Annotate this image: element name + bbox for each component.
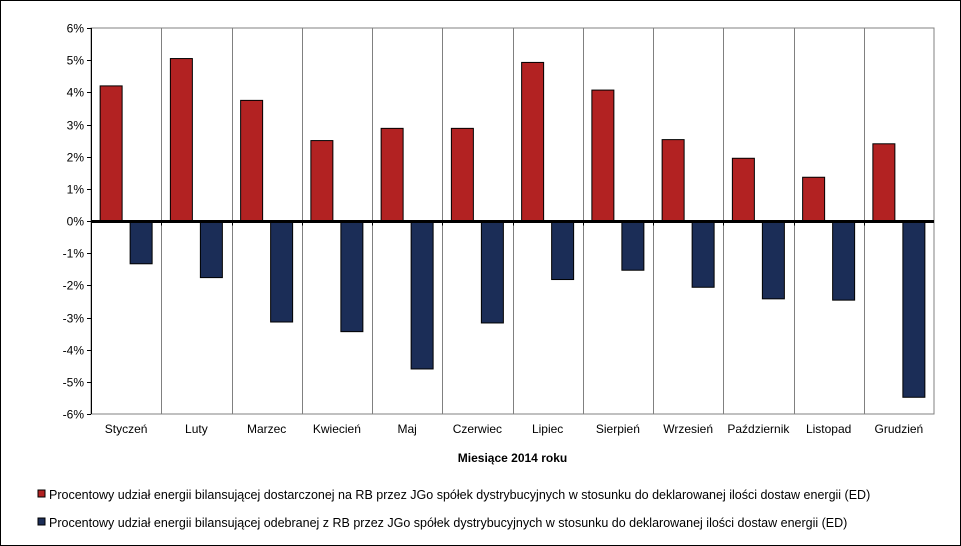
legend-label-1: Procentowy udział energii bilansującej d… <box>49 488 870 502</box>
bar-delivered-11 <box>802 176 826 222</box>
y-tick-label: -6% <box>63 408 85 422</box>
bar-delivered-10 <box>731 157 755 222</box>
x-axis-title: Miesiące 2014 roku <box>458 451 567 465</box>
bar-received-10 <box>761 220 785 300</box>
x-category-label: Maj <box>397 422 416 436</box>
bar-received-1 <box>129 220 153 265</box>
y-tick-label: -4% <box>63 344 85 358</box>
x-category-label: Czerwiec <box>453 422 502 436</box>
bar-delivered-6 <box>450 127 474 222</box>
bar-received-9 <box>691 220 715 288</box>
y-tick-label: -3% <box>63 312 85 326</box>
x-category-label: Listopad <box>806 422 851 436</box>
bar-received-3 <box>270 220 294 323</box>
bar-received-8 <box>621 220 645 271</box>
bar-delivered-4 <box>310 140 334 222</box>
bar-delivered-5 <box>380 127 404 222</box>
y-tick-label: 6% <box>67 22 85 36</box>
y-tick-label: 5% <box>67 54 85 68</box>
legend: Procentowy udział energii bilansującej d… <box>37 488 870 530</box>
y-tick-label: -1% <box>63 247 85 261</box>
y-tick-label: 1% <box>67 183 85 197</box>
y-tick-labels: 6% 5% 4% 3% 2% 1% 0% -1% -2% -3% -4% -5% -6% <box>63 22 85 422</box>
bars-group <box>99 58 926 398</box>
x-category-label: Kwiecień <box>313 422 361 436</box>
x-category-label: Marzec <box>247 422 286 436</box>
y-tick-label: -5% <box>63 376 85 390</box>
bar-received-2 <box>199 220 223 279</box>
bar-received-12 <box>902 220 926 398</box>
x-category-label: Lipiec <box>532 422 563 436</box>
bar-delivered-12 <box>872 143 896 222</box>
bar-delivered-7 <box>521 61 545 222</box>
y-tick-label: 3% <box>67 119 85 133</box>
bar-delivered-9 <box>661 139 685 222</box>
bar-received-11 <box>832 220 856 301</box>
y-tick-label: 4% <box>67 86 85 100</box>
x-category-labels: Styczeń Luty Marzec Kwiecień Maj Czerwiec Lipi… <box>105 422 923 436</box>
x-category-label: Grudzień <box>875 422 924 436</box>
bar-delivered-3 <box>240 99 264 222</box>
x-category-label: Luty <box>185 422 208 436</box>
y-tick-label: -2% <box>63 279 85 293</box>
bar-received-5 <box>410 220 434 370</box>
legend-swatch-1 <box>37 489 46 498</box>
bar-delivered-1 <box>99 85 123 222</box>
bar-received-4 <box>340 220 364 333</box>
x-category-label: Wrzesień <box>663 422 713 436</box>
bar-received-6 <box>480 220 504 324</box>
bar-received-7 <box>551 220 575 281</box>
y-tick-label: 0% <box>67 215 85 229</box>
x-category-label: Październik <box>727 422 790 436</box>
bar-delivered-8 <box>591 89 615 222</box>
legend-swatch-2 <box>37 517 46 526</box>
x-category-label: Sierpień <box>596 422 640 436</box>
x-category-label: Styczeń <box>105 422 148 436</box>
y-tick-label: 2% <box>67 151 85 165</box>
axes-group <box>87 28 934 415</box>
legend-label-2: Procentowy udział energii bilansującej o… <box>49 516 847 530</box>
bar-delivered-2 <box>169 58 193 222</box>
